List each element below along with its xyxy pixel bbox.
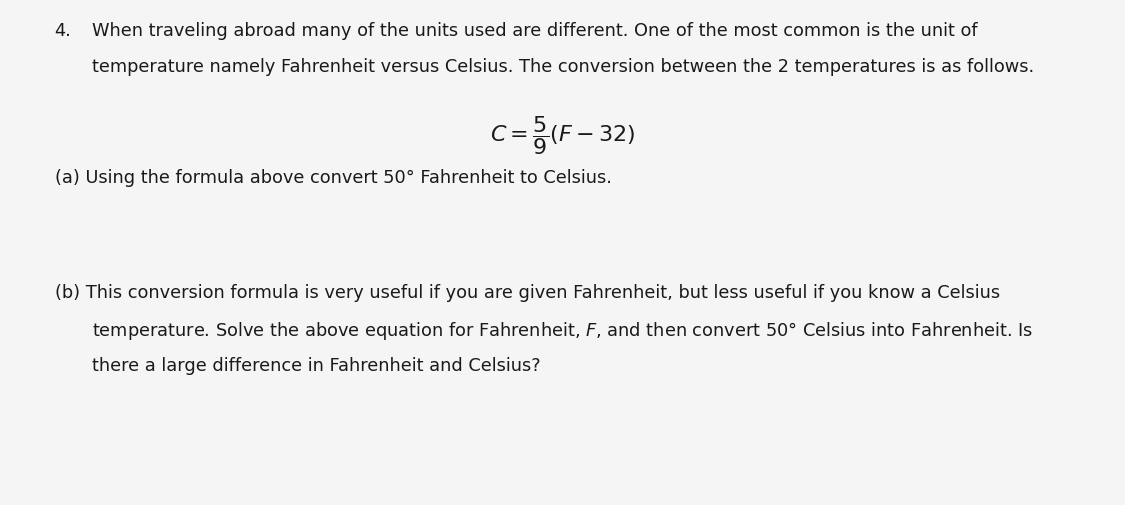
Text: there a large difference in Fahrenheit and Celsius?: there a large difference in Fahrenheit a… [92, 357, 541, 375]
Text: When traveling abroad many of the units used are different. One of the most comm: When traveling abroad many of the units … [92, 22, 978, 40]
Text: (b) This conversion formula is very useful if you are given Fahrenheit, but less: (b) This conversion formula is very usef… [55, 284, 1000, 302]
Text: (a) Using the formula above convert 50° Fahrenheit to Celsius.: (a) Using the formula above convert 50° … [55, 169, 612, 187]
Text: temperature namely Fahrenheit versus Celsius. The conversion between the 2 tempe: temperature namely Fahrenheit versus Cel… [92, 58, 1034, 76]
Text: 4.: 4. [54, 22, 71, 40]
Text: $C = \dfrac{5}{9}(F-32)$: $C = \dfrac{5}{9}(F-32)$ [489, 115, 636, 158]
Text: temperature. Solve the above equation for Fahrenheit, $F$, and then convert 50° : temperature. Solve the above equation fo… [92, 320, 1034, 342]
